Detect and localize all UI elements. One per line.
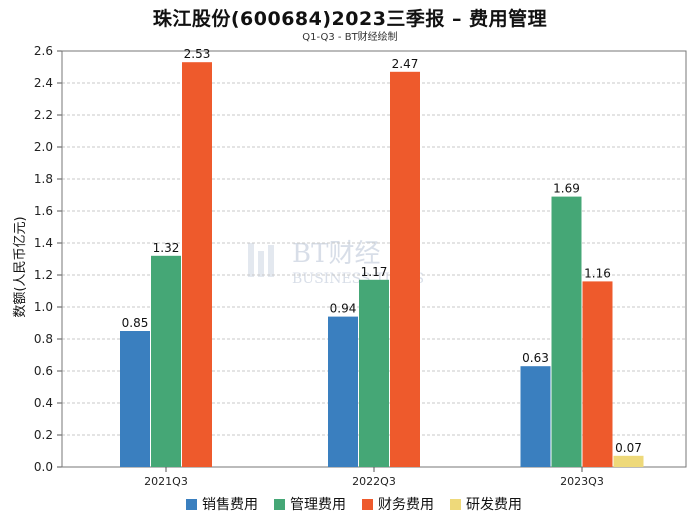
data-label: 0.07 [615,441,642,455]
legend-label: 管理费用 [290,497,346,513]
legend-label: 研发费用 [466,497,522,513]
watermark-logo-bar-1 [248,243,254,277]
y-tick-label: 1.0 [34,300,53,314]
bars [120,62,644,468]
legend-swatch [362,499,373,510]
bar [120,331,150,467]
data-label: 0.63 [522,351,549,365]
bar [151,255,181,467]
y-tick-label: 0.4 [34,396,53,410]
legend: 销售费用 管理费用 财务费用 研发费用 [186,497,522,513]
y-tick-label: 2.4 [34,76,53,90]
legend-swatch [186,499,197,510]
y-tick-label: 0.8 [34,332,53,346]
y-tick-label: 0.0 [34,460,53,474]
y-tick-label: 1.6 [34,204,53,218]
y-tick-label: 1.8 [34,172,53,186]
y-tick-label: 0.2 [34,428,53,442]
data-label: 2.47 [392,57,419,71]
data-label: 0.85 [122,316,149,330]
data-label: 0.94 [330,302,357,316]
data-label: 1.69 [553,182,580,196]
x-tick-label: 2023Q3 [560,475,604,488]
bar [390,71,420,468]
axes: 0.0 0.2 0.4 0.6 0.8 1.0 1.2 1.4 1.6 1.8 2.0 2.2 2.4 2… [34,44,687,488]
chart-title: 珠江股份(600684)2023三季报 – 费用管理 [152,8,548,30]
bar [551,196,582,467]
legend-swatch [274,499,285,510]
bar [613,455,644,467]
y-tick-label: 2.0 [34,140,53,154]
data-labels: 0.85 1.32 2.53 0.94 1.17 2.47 0.63 1.69 1.16 0.07 [122,47,642,455]
bar [520,366,551,467]
chart-subtitle: Q1-Q3 - BT财经绘制 [302,32,398,43]
x-tick-label: 2022Q3 [352,475,396,488]
watermark-logo-bar-2 [258,251,264,277]
legend-swatch [450,499,461,510]
bar [328,316,358,467]
watermark-logo-bar-3 [268,245,274,277]
data-label: 1.17 [361,265,388,279]
data-label: 1.16 [584,266,611,280]
y-tick-label: 2.2 [34,108,53,122]
legend-label: 销售费用 [202,497,258,513]
y-tick-label: 0.6 [34,364,53,378]
y-tick-label: 1.4 [34,236,53,250]
legend-label: 财务费用 [378,497,434,513]
y-axis-label: 数额(人民币亿元) [13,216,28,317]
x-tick-label: 2021Q3 [144,475,188,488]
bar [182,62,212,467]
bar [359,279,389,467]
data-label: 2.53 [184,47,211,61]
y-tick-label: 2.6 [34,44,53,58]
data-label: 1.32 [153,241,180,255]
watermark-main-text: BT财经 [292,239,380,269]
y-tick-label: 1.2 [34,268,53,282]
bar [582,281,613,467]
